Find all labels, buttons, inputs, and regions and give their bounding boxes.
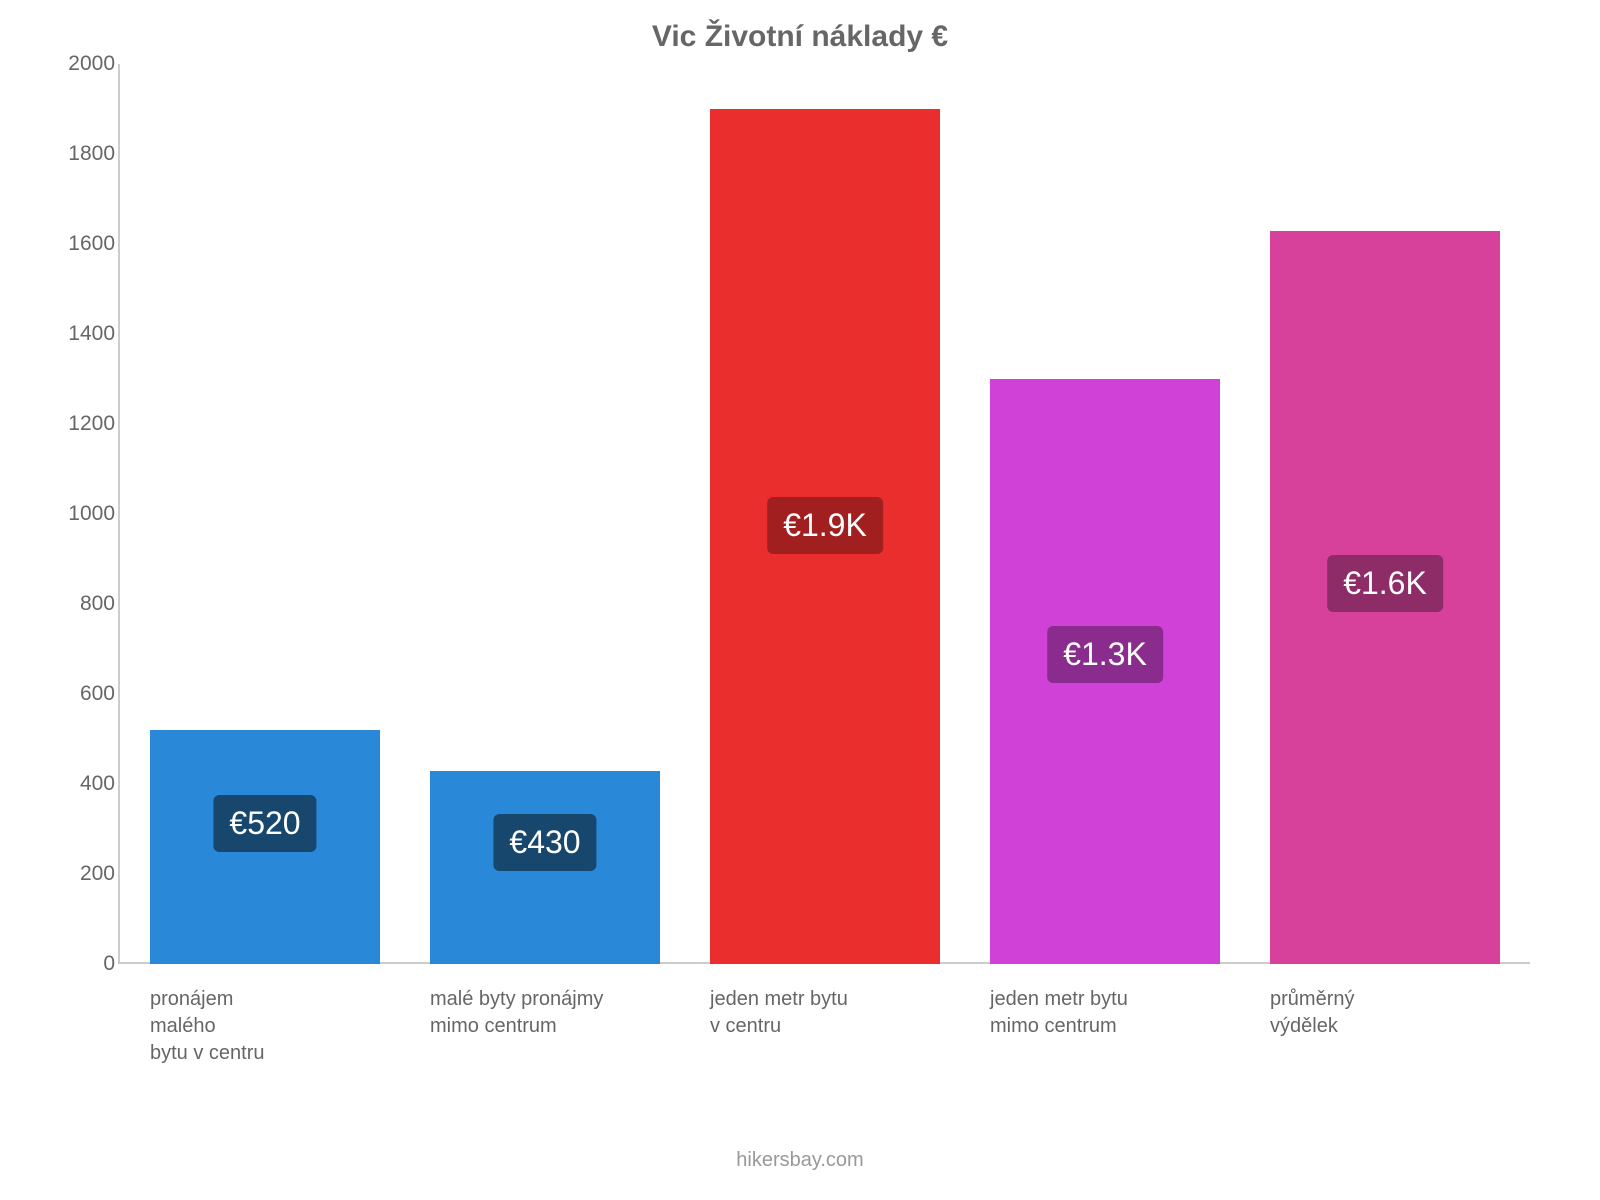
x-axis-label: malé byty pronájmy mimo centrum (430, 986, 700, 1040)
data-label: €1.3K (1047, 626, 1163, 683)
y-tick: 1800 (60, 142, 115, 166)
data-label: €1.6K (1327, 555, 1443, 612)
y-tick: 0 (60, 952, 115, 976)
y-tick: 1200 (60, 412, 115, 436)
data-label: €520 (213, 795, 316, 852)
plot-area: 0200400600800100012001400160018002000€52… (130, 64, 1530, 964)
x-axis-label: jeden metr bytu v centru (710, 986, 980, 1040)
x-axis-label: průměrný výdělek (1270, 986, 1540, 1040)
y-tick: 1600 (60, 232, 115, 256)
y-axis (118, 64, 120, 964)
x-axis-label: jeden metr bytu mimo centrum (990, 986, 1260, 1040)
y-tick: 1400 (60, 322, 115, 346)
y-tick: 800 (60, 592, 115, 616)
y-tick: 200 (60, 862, 115, 886)
y-tick: 1000 (60, 502, 115, 526)
data-label: €430 (493, 814, 596, 871)
chart-footer: hikersbay.com (0, 1149, 1600, 1172)
x-axis-label: pronájem malého bytu v centru (150, 986, 420, 1067)
y-tick: 400 (60, 772, 115, 796)
y-tick: 2000 (60, 52, 115, 76)
data-label: €1.9K (767, 497, 883, 554)
chart-title: Vic Životní náklady € (60, 20, 1540, 54)
chart-container: Vic Životní náklady € 020040060080010001… (60, 20, 1540, 1080)
y-tick: 600 (60, 682, 115, 706)
